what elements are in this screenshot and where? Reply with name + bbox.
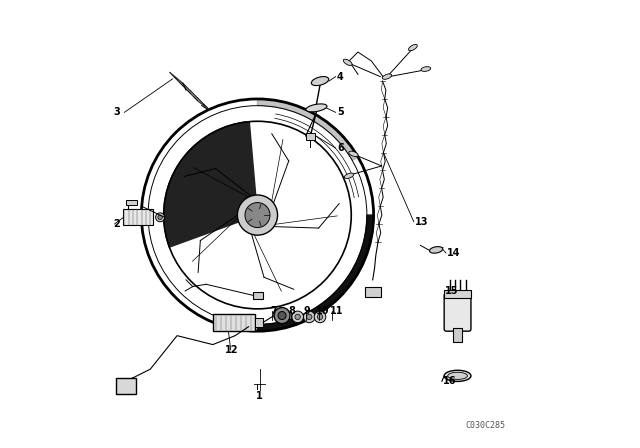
Ellipse shape bbox=[421, 67, 431, 71]
Text: 11: 11 bbox=[330, 306, 343, 316]
Ellipse shape bbox=[444, 370, 471, 381]
Text: 2: 2 bbox=[114, 219, 120, 229]
Ellipse shape bbox=[429, 246, 443, 253]
Text: 3: 3 bbox=[114, 108, 120, 117]
Ellipse shape bbox=[408, 44, 417, 51]
Polygon shape bbox=[257, 99, 358, 160]
Ellipse shape bbox=[343, 59, 352, 65]
FancyBboxPatch shape bbox=[444, 290, 471, 297]
FancyBboxPatch shape bbox=[125, 200, 137, 205]
Polygon shape bbox=[257, 215, 374, 331]
Polygon shape bbox=[164, 122, 257, 247]
Circle shape bbox=[292, 311, 303, 323]
Circle shape bbox=[156, 213, 164, 222]
Ellipse shape bbox=[349, 151, 358, 156]
Ellipse shape bbox=[344, 173, 354, 178]
Circle shape bbox=[307, 314, 312, 319]
Text: 14: 14 bbox=[447, 248, 461, 258]
Ellipse shape bbox=[382, 74, 392, 79]
Text: 15: 15 bbox=[445, 286, 458, 296]
Circle shape bbox=[317, 314, 323, 319]
Text: 8: 8 bbox=[289, 306, 296, 316]
Text: 5: 5 bbox=[337, 108, 344, 117]
Circle shape bbox=[245, 202, 270, 228]
FancyBboxPatch shape bbox=[213, 314, 255, 331]
Text: 10: 10 bbox=[316, 306, 330, 316]
Text: C030C285: C030C285 bbox=[465, 422, 505, 431]
Text: 12: 12 bbox=[225, 345, 239, 355]
FancyBboxPatch shape bbox=[116, 378, 136, 394]
Text: 16: 16 bbox=[443, 376, 456, 386]
Circle shape bbox=[314, 311, 326, 323]
FancyBboxPatch shape bbox=[253, 293, 263, 298]
Circle shape bbox=[303, 311, 315, 323]
Circle shape bbox=[237, 195, 278, 235]
Text: 4: 4 bbox=[337, 72, 344, 82]
FancyBboxPatch shape bbox=[255, 318, 263, 327]
FancyBboxPatch shape bbox=[365, 287, 381, 297]
Text: 6: 6 bbox=[337, 143, 344, 153]
Ellipse shape bbox=[311, 77, 329, 86]
Circle shape bbox=[295, 314, 300, 319]
Text: 9: 9 bbox=[303, 306, 310, 316]
Circle shape bbox=[278, 311, 286, 319]
Polygon shape bbox=[170, 72, 210, 110]
FancyBboxPatch shape bbox=[453, 328, 462, 342]
Circle shape bbox=[158, 215, 163, 220]
Circle shape bbox=[274, 307, 290, 323]
Text: 13: 13 bbox=[415, 217, 428, 227]
Text: 7: 7 bbox=[270, 306, 276, 316]
Text: 1: 1 bbox=[257, 391, 263, 401]
FancyBboxPatch shape bbox=[124, 210, 152, 225]
Ellipse shape bbox=[448, 372, 467, 379]
FancyBboxPatch shape bbox=[306, 134, 315, 141]
FancyBboxPatch shape bbox=[444, 293, 471, 331]
Ellipse shape bbox=[306, 104, 327, 112]
